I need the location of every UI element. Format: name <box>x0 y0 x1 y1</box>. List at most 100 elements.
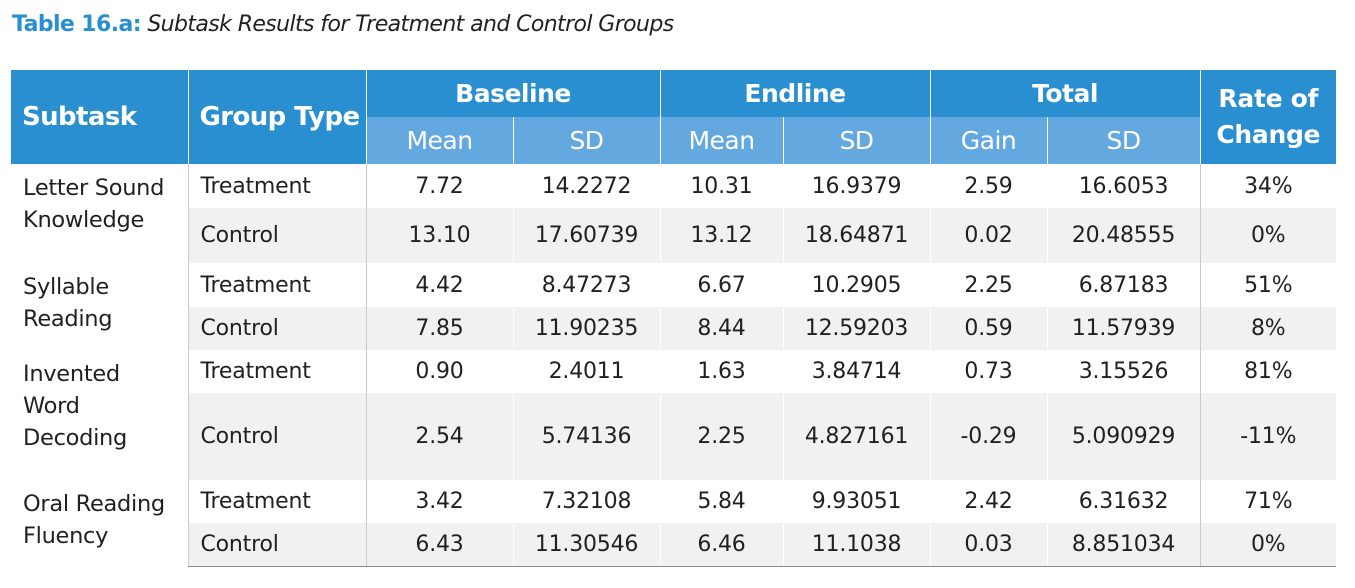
header-baseline-sd: SD <box>512 117 660 164</box>
rate-of-change-cell: 51% <box>1199 263 1337 307</box>
total-sd-cell: 3.15526 <box>1046 350 1201 393</box>
table-row: Control 2.54 5.74136 2.25 4.827161 -0.29 5.090… <box>11 393 1337 480</box>
total-sd-cell: 8.851034 <box>1046 523 1201 567</box>
subtask-name-line: Oral Reading <box>23 491 165 517</box>
total-sd-cell: 6.87183 <box>1046 263 1201 307</box>
total-sd-cell: 6.31632 <box>1046 480 1201 523</box>
group-type-cell: Control <box>187 393 366 480</box>
subtask-name-line: Fluency <box>23 523 109 549</box>
baseline-mean-cell: 0.90 <box>365 350 513 393</box>
table-row: Control 7.85 11.90235 8.44 12.59203 0.59 11.57… <box>11 307 1337 350</box>
subtask-name-line: Syllable <box>23 274 109 300</box>
header-total: Total <box>929 70 1201 117</box>
header-total-sd: SD <box>1046 117 1201 164</box>
total-gain-cell: 2.42 <box>929 480 1048 523</box>
header-rate-line1: Rate of <box>1218 84 1319 113</box>
group-type-cell: Control <box>187 208 366 263</box>
group-type-cell: Control <box>187 307 366 350</box>
rate-of-change-cell: -11% <box>1199 393 1337 480</box>
subtask-cell: Syllable Reading <box>11 263 188 350</box>
endline-mean-cell: 5.84 <box>659 480 783 523</box>
rate-of-change-cell: 71% <box>1199 480 1337 523</box>
subtask-name-line: Knowledge <box>23 207 144 233</box>
table-row: Invented Word Decoding Treatment 0.90 2.4011 1… <box>11 350 1337 480</box>
subtask-cell: Oral Reading Fluency <box>11 480 188 566</box>
endline-mean-cell: 6.46 <box>659 523 783 567</box>
baseline-sd-cell: 11.30546 <box>512 523 660 567</box>
baseline-sd-cell: 2.4011 <box>512 350 660 393</box>
endline-sd-cell: 10.2905 <box>782 263 931 307</box>
total-gain-cell: 2.25 <box>929 263 1048 307</box>
total-sd-cell: 16.6053 <box>1046 164 1201 208</box>
baseline-sd-cell: 5.74136 <box>512 393 660 480</box>
total-gain-cell: -0.29 <box>929 393 1048 480</box>
endline-mean-cell: 13.12 <box>659 208 783 263</box>
subtask-name-line: Invented <box>23 361 120 387</box>
baseline-sd-cell: 8.47273 <box>512 263 660 307</box>
header-baseline: Baseline <box>365 70 660 117</box>
subtask-cell: Letter Sound Knowledge <box>11 164 188 263</box>
header-group-type: Group Type <box>187 70 366 164</box>
subtask-name-line: Reading <box>23 306 113 332</box>
baseline-mean-cell: 7.85 <box>365 307 513 350</box>
endline-mean-cell: 8.44 <box>659 307 783 350</box>
baseline-sd-cell: 14.2272 <box>512 164 660 208</box>
endline-sd-cell: 11.1038 <box>782 523 931 567</box>
baseline-mean-cell: 3.42 <box>365 480 513 523</box>
total-sd-cell: 20.48555 <box>1046 208 1201 263</box>
endline-sd-cell: 18.64871 <box>782 208 931 263</box>
baseline-mean-cell: 13.10 <box>365 208 513 263</box>
header-endline-mean: Mean <box>659 117 783 164</box>
header-rate-line2: Change <box>1216 120 1321 149</box>
table-row: Syllable Reading Treatment 4.42 8.47273 6.67 1… <box>11 263 1337 350</box>
rate-of-change-cell: 0% <box>1199 208 1337 263</box>
total-sd-cell: 5.090929 <box>1046 393 1201 480</box>
header-rate-of-change: Rate of Change <box>1199 70 1337 164</box>
baseline-mean-cell: 6.43 <box>365 523 513 567</box>
header-endline: Endline <box>659 70 931 117</box>
table-caption: Table 16.a: Subtask Results for Treatmen… <box>12 12 674 37</box>
total-gain-cell: 2.59 <box>929 164 1048 208</box>
group-type-cell: Treatment <box>187 350 366 393</box>
total-sd-cell: 11.57939 <box>1046 307 1201 350</box>
header-total-gain: Gain <box>929 117 1048 164</box>
endline-mean-cell: 10.31 <box>659 164 783 208</box>
caption-title: Subtask Results for Treatment and Contro… <box>147 12 674 37</box>
subtask-cell: Invented Word Decoding <box>11 350 188 480</box>
total-gain-cell: 0.03 <box>929 523 1048 567</box>
rate-of-change-cell: 34% <box>1199 164 1337 208</box>
subtask-name-line: Letter Sound <box>23 175 165 201</box>
endline-mean-cell: 2.25 <box>659 393 783 480</box>
endline-sd-cell: 16.9379 <box>782 164 931 208</box>
table-body: Letter Sound Knowledge Treatment 7.72 14.227… <box>11 164 1337 567</box>
total-gain-cell: 0.73 <box>929 350 1048 393</box>
endline-mean-cell: 6.67 <box>659 263 783 307</box>
subtask-name-line: Decoding <box>23 425 127 451</box>
table-row: Letter Sound Knowledge Treatment 7.72 14.227… <box>11 164 1337 263</box>
table-header: Subtask Group Type Baseline Endline Tota… <box>11 70 1337 164</box>
table-row: Control 13.10 17.60739 13.12 18.64871 0.02 20.… <box>11 208 1337 263</box>
rate-of-change-cell: 0% <box>1199 523 1337 567</box>
subtask-name-line: Word <box>23 393 80 419</box>
total-gain-cell: 0.59 <box>929 307 1048 350</box>
endline-sd-cell: 4.827161 <box>782 393 931 480</box>
header-subtask: Subtask <box>11 70 188 164</box>
table-row: Control 6.43 11.30546 6.46 11.1038 0.03 8.8510… <box>11 523 1337 567</box>
caption-label: Table 16.a: <box>12 12 142 37</box>
total-gain-cell: 0.02 <box>929 208 1048 263</box>
endline-sd-cell: 3.84714 <box>782 350 931 393</box>
endline-mean-cell: 1.63 <box>659 350 783 393</box>
rate-of-change-cell: 8% <box>1199 307 1337 350</box>
header-baseline-mean: Mean <box>365 117 513 164</box>
baseline-sd-cell: 17.60739 <box>512 208 660 263</box>
endline-sd-cell: 12.59203 <box>782 307 931 350</box>
baseline-mean-cell: 4.42 <box>365 263 513 307</box>
group-type-cell: Treatment <box>187 164 366 208</box>
baseline-mean-cell: 7.72 <box>365 164 513 208</box>
baseline-sd-cell: 7.32108 <box>512 480 660 523</box>
baseline-sd-cell: 11.90235 <box>512 307 660 350</box>
table-row: Oral Reading Fluency Treatment 3.42 7.32108 5… <box>11 480 1337 566</box>
baseline-mean-cell: 2.54 <box>365 393 513 480</box>
group-type-cell: Control <box>187 523 366 567</box>
results-table: Subtask Group Type Baseline Endline Tota… <box>11 70 1337 567</box>
